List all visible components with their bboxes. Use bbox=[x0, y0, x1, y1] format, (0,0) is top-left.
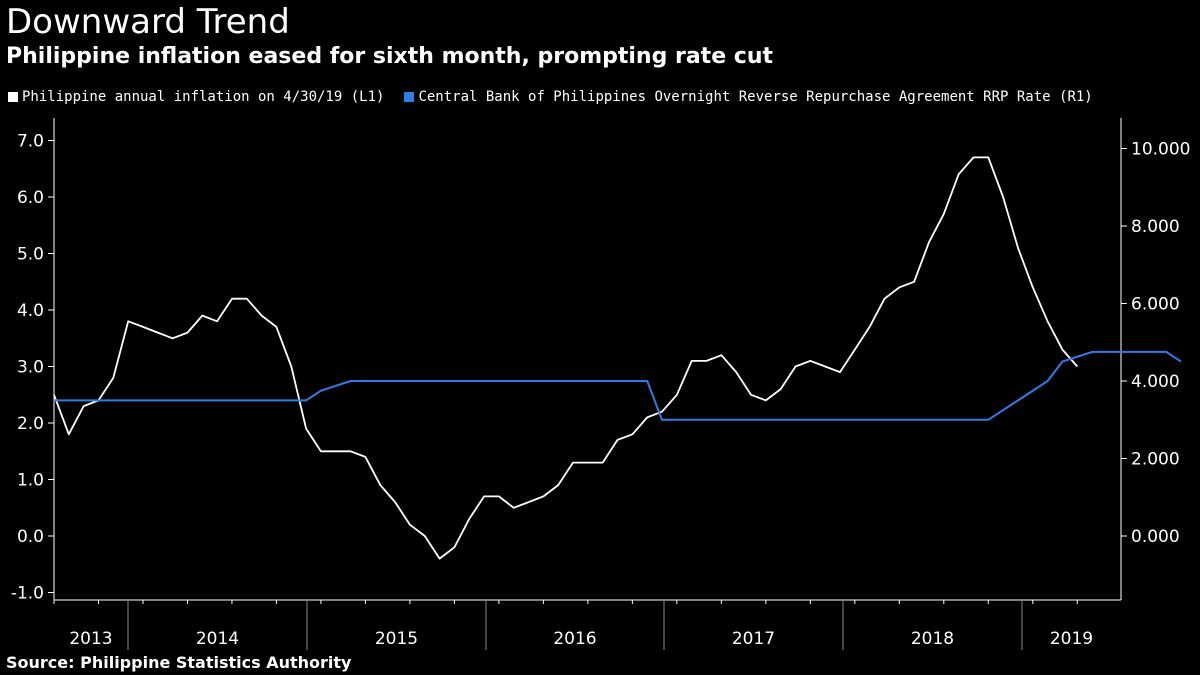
left-tick-label: 0.0 bbox=[17, 527, 44, 547]
year-tick-label: 2018 bbox=[911, 629, 954, 649]
year-tick-label: 2017 bbox=[732, 629, 775, 649]
year-tick-label: 2016 bbox=[553, 629, 596, 649]
left-tick-label: -1.0 bbox=[11, 584, 44, 604]
chart-subtitle: Philippine inflation eased for sixth mon… bbox=[6, 44, 774, 69]
year-tick-label: 2019 bbox=[1050, 629, 1093, 649]
legend-label-inflation: Philippine annual inflation on 4/30/19 (… bbox=[22, 89, 385, 105]
left-tick-label: 5.0 bbox=[17, 245, 44, 265]
right-tick-label: 4.000 bbox=[1131, 372, 1180, 392]
right-tick-label: 8.000 bbox=[1131, 217, 1180, 237]
left-tick-label: 3.0 bbox=[17, 358, 44, 378]
year-tick-label: 2013 bbox=[69, 629, 112, 649]
right-tick-label: 6.000 bbox=[1131, 295, 1180, 315]
right-axis-ticks: 10.000 8.000 6.000 4.000 2.000 0.000 bbox=[1121, 140, 1190, 547]
series-line-rrp-rate bbox=[54, 350, 1182, 421]
right-tick-label: 0.000 bbox=[1131, 527, 1180, 547]
legend: Philippine annual inflation on 4/30/19 (… bbox=[8, 89, 1113, 105]
left-tick-label: 2.0 bbox=[17, 414, 44, 434]
legend-label-rrp-rate: Central Bank of Philippines Overnight Re… bbox=[418, 89, 1093, 105]
year-tick-label: 2014 bbox=[196, 629, 239, 649]
legend-swatch-rrp-rate bbox=[404, 92, 415, 102]
x-axis-year-ticks: 2013 2014 2015 2016 2017 2018 2019 bbox=[53, 600, 1093, 650]
left-tick-label: 6.0 bbox=[17, 188, 44, 208]
right-tick-label: 10.000 bbox=[1131, 140, 1190, 160]
source-note: Source: Philippine Statistics Authority bbox=[6, 653, 352, 672]
right-tick-label: 2.000 bbox=[1131, 450, 1180, 470]
left-axis-ticks: 7.0 6.0 5.0 4.0 3.0 2.0 1.0 0.0 -1.0 bbox=[11, 132, 54, 604]
series-line-inflation bbox=[53, 156, 1078, 560]
left-tick-label: 4.0 bbox=[17, 301, 44, 321]
year-tick-label: 2015 bbox=[375, 629, 418, 649]
chart-axes bbox=[53, 118, 1122, 601]
legend-item-inflation: Philippine annual inflation on 4/30/19 (… bbox=[8, 89, 384, 105]
left-tick-label: 1.0 bbox=[17, 471, 44, 491]
chart-series bbox=[53, 156, 1182, 560]
left-tick-label: 7.0 bbox=[17, 132, 44, 152]
legend-item-rrp-rate: Central Bank of Philippines Overnight Re… bbox=[404, 89, 1093, 105]
legend-swatch-inflation bbox=[8, 92, 18, 102]
chart-title: Downward Trend bbox=[6, 2, 290, 42]
